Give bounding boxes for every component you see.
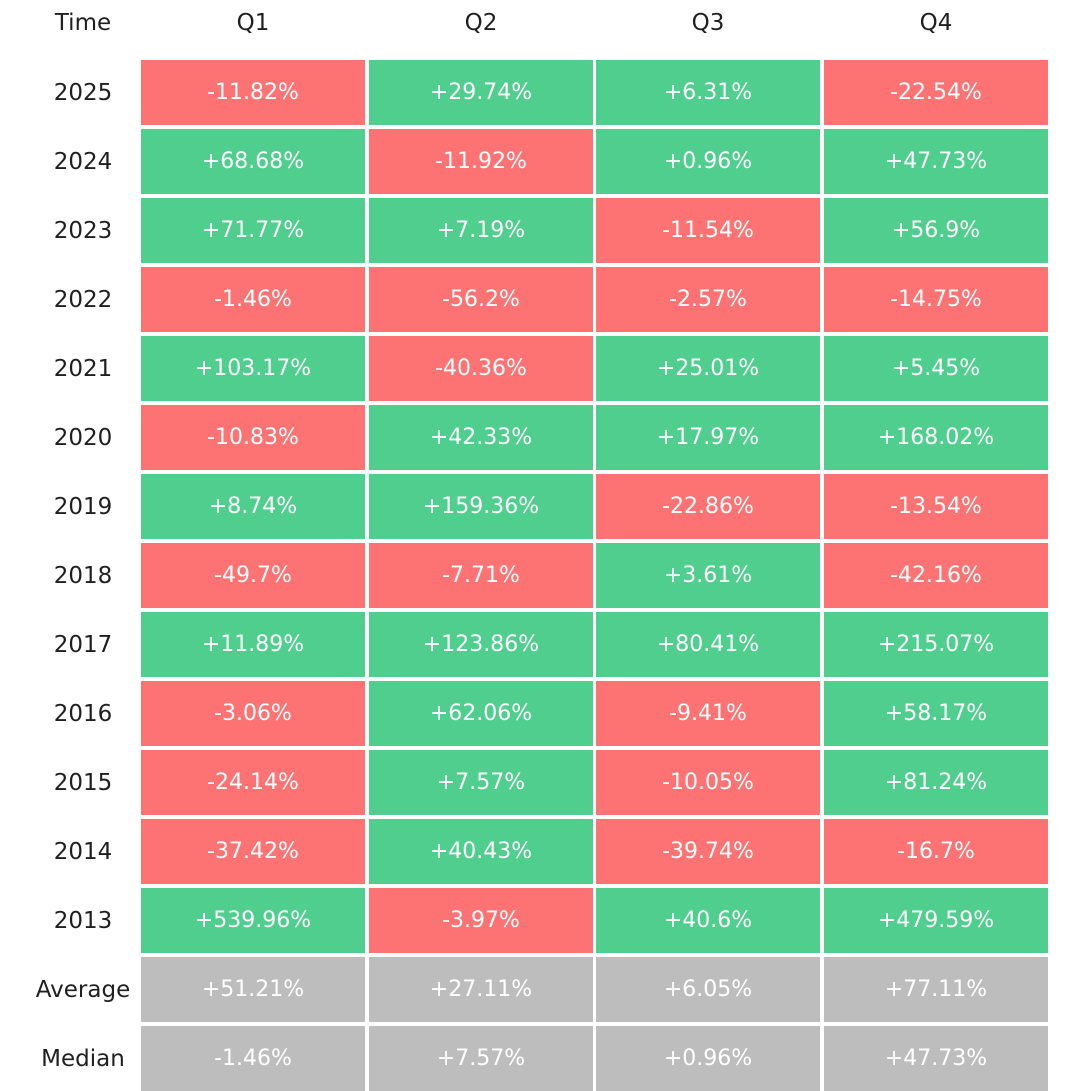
- row-label-2016: 2016: [53, 700, 113, 727]
- cell-median-q3: +0.96%: [596, 1026, 820, 1091]
- row-label-median: Median: [41, 1045, 125, 1072]
- cell-2018-q2: -7.71%: [369, 543, 593, 608]
- cell-2017-q1: +11.89%: [141, 612, 365, 677]
- cell-2015-q3: -10.05%: [596, 750, 820, 815]
- column-header-q2: Q2: [464, 10, 498, 36]
- cell-2016-q1: -3.06%: [141, 681, 365, 746]
- cell-2018-q3: +3.61%: [596, 543, 820, 608]
- cell-median-q1: -1.46%: [141, 1026, 365, 1091]
- cell-2024-q4: +47.73%: [824, 129, 1048, 194]
- cell-2013-q4: +479.59%: [824, 888, 1048, 953]
- cell-average-q4: +77.11%: [824, 957, 1048, 1022]
- cell-2017-q4: +215.07%: [824, 612, 1048, 677]
- row-label-2013: 2013: [53, 907, 113, 934]
- cell-2014-q2: +40.43%: [369, 819, 593, 884]
- cell-2016-q4: +58.17%: [824, 681, 1048, 746]
- cell-average-q2: +27.11%: [369, 957, 593, 1022]
- column-header-q3: Q3: [691, 10, 725, 36]
- cell-2020-q2: +42.33%: [369, 405, 593, 470]
- cell-2014-q3: -39.74%: [596, 819, 820, 884]
- cell-2018-q4: -42.16%: [824, 543, 1048, 608]
- cell-median-q4: +47.73%: [824, 1026, 1048, 1091]
- row-label-2020: 2020: [53, 424, 113, 451]
- row-label-2022: 2022: [53, 286, 113, 313]
- cell-2023-q4: +56.9%: [824, 198, 1048, 263]
- cell-2017-q2: +123.86%: [369, 612, 593, 677]
- cell-2023-q1: +71.77%: [141, 198, 365, 263]
- cell-2019-q4: -13.54%: [824, 474, 1048, 539]
- cell-2021-q2: -40.36%: [369, 336, 593, 401]
- cell-2019-q1: +8.74%: [141, 474, 365, 539]
- cell-2025-q3: +6.31%: [596, 60, 820, 125]
- cell-2024-q1: +68.68%: [141, 129, 365, 194]
- cell-2017-q3: +80.41%: [596, 612, 820, 677]
- row-label-2015: 2015: [53, 769, 113, 796]
- cell-2022-q1: -1.46%: [141, 267, 365, 332]
- cell-average-q1: +51.21%: [141, 957, 365, 1022]
- cell-2020-q1: -10.83%: [141, 405, 365, 470]
- row-label-2014: 2014: [53, 838, 113, 865]
- column-header-q4: Q4: [919, 10, 953, 36]
- corner-label-time: Time: [54, 10, 112, 36]
- row-label-2024: 2024: [53, 148, 113, 175]
- cell-2025-q4: -22.54%: [824, 60, 1048, 125]
- cell-2022-q2: -56.2%: [369, 267, 593, 332]
- column-header-q1: Q1: [236, 10, 270, 36]
- cell-2015-q1: -24.14%: [141, 750, 365, 815]
- cell-2024-q2: -11.92%: [369, 129, 593, 194]
- row-label-2018: 2018: [53, 562, 113, 589]
- cell-2019-q3: -22.86%: [596, 474, 820, 539]
- cell-2025-q1: -11.82%: [141, 60, 365, 125]
- cell-2019-q2: +159.36%: [369, 474, 593, 539]
- cell-2018-q1: -49.7%: [141, 543, 365, 608]
- cell-2021-q4: +5.45%: [824, 336, 1048, 401]
- cell-2013-q3: +40.6%: [596, 888, 820, 953]
- cell-2020-q4: +168.02%: [824, 405, 1048, 470]
- cell-2024-q3: +0.96%: [596, 129, 820, 194]
- row-label-2019: 2019: [53, 493, 113, 520]
- cell-median-q2: +7.57%: [369, 1026, 593, 1091]
- cell-2021-q1: +103.17%: [141, 336, 365, 401]
- cell-2023-q2: +7.19%: [369, 198, 593, 263]
- cell-2021-q3: +25.01%: [596, 336, 820, 401]
- cell-2020-q3: +17.97%: [596, 405, 820, 470]
- cell-2016-q3: -9.41%: [596, 681, 820, 746]
- row-label-2025: 2025: [53, 79, 113, 106]
- cell-2014-q1: -37.42%: [141, 819, 365, 884]
- row-label-2017: 2017: [53, 631, 113, 658]
- cell-2016-q2: +62.06%: [369, 681, 593, 746]
- cell-2013-q2: -3.97%: [369, 888, 593, 953]
- cell-2022-q3: -2.57%: [596, 267, 820, 332]
- cell-average-q3: +6.05%: [596, 957, 820, 1022]
- row-label-2023: 2023: [53, 217, 113, 244]
- cell-2025-q2: +29.74%: [369, 60, 593, 125]
- cell-2013-q1: +539.96%: [141, 888, 365, 953]
- cell-2014-q4: -16.7%: [824, 819, 1048, 884]
- row-label-average: Average: [35, 976, 131, 1003]
- cell-2015-q2: +7.57%: [369, 750, 593, 815]
- cell-2022-q4: -14.75%: [824, 267, 1048, 332]
- row-label-2021: 2021: [53, 355, 113, 382]
- cell-2023-q3: -11.54%: [596, 198, 820, 263]
- cell-2015-q4: +81.24%: [824, 750, 1048, 815]
